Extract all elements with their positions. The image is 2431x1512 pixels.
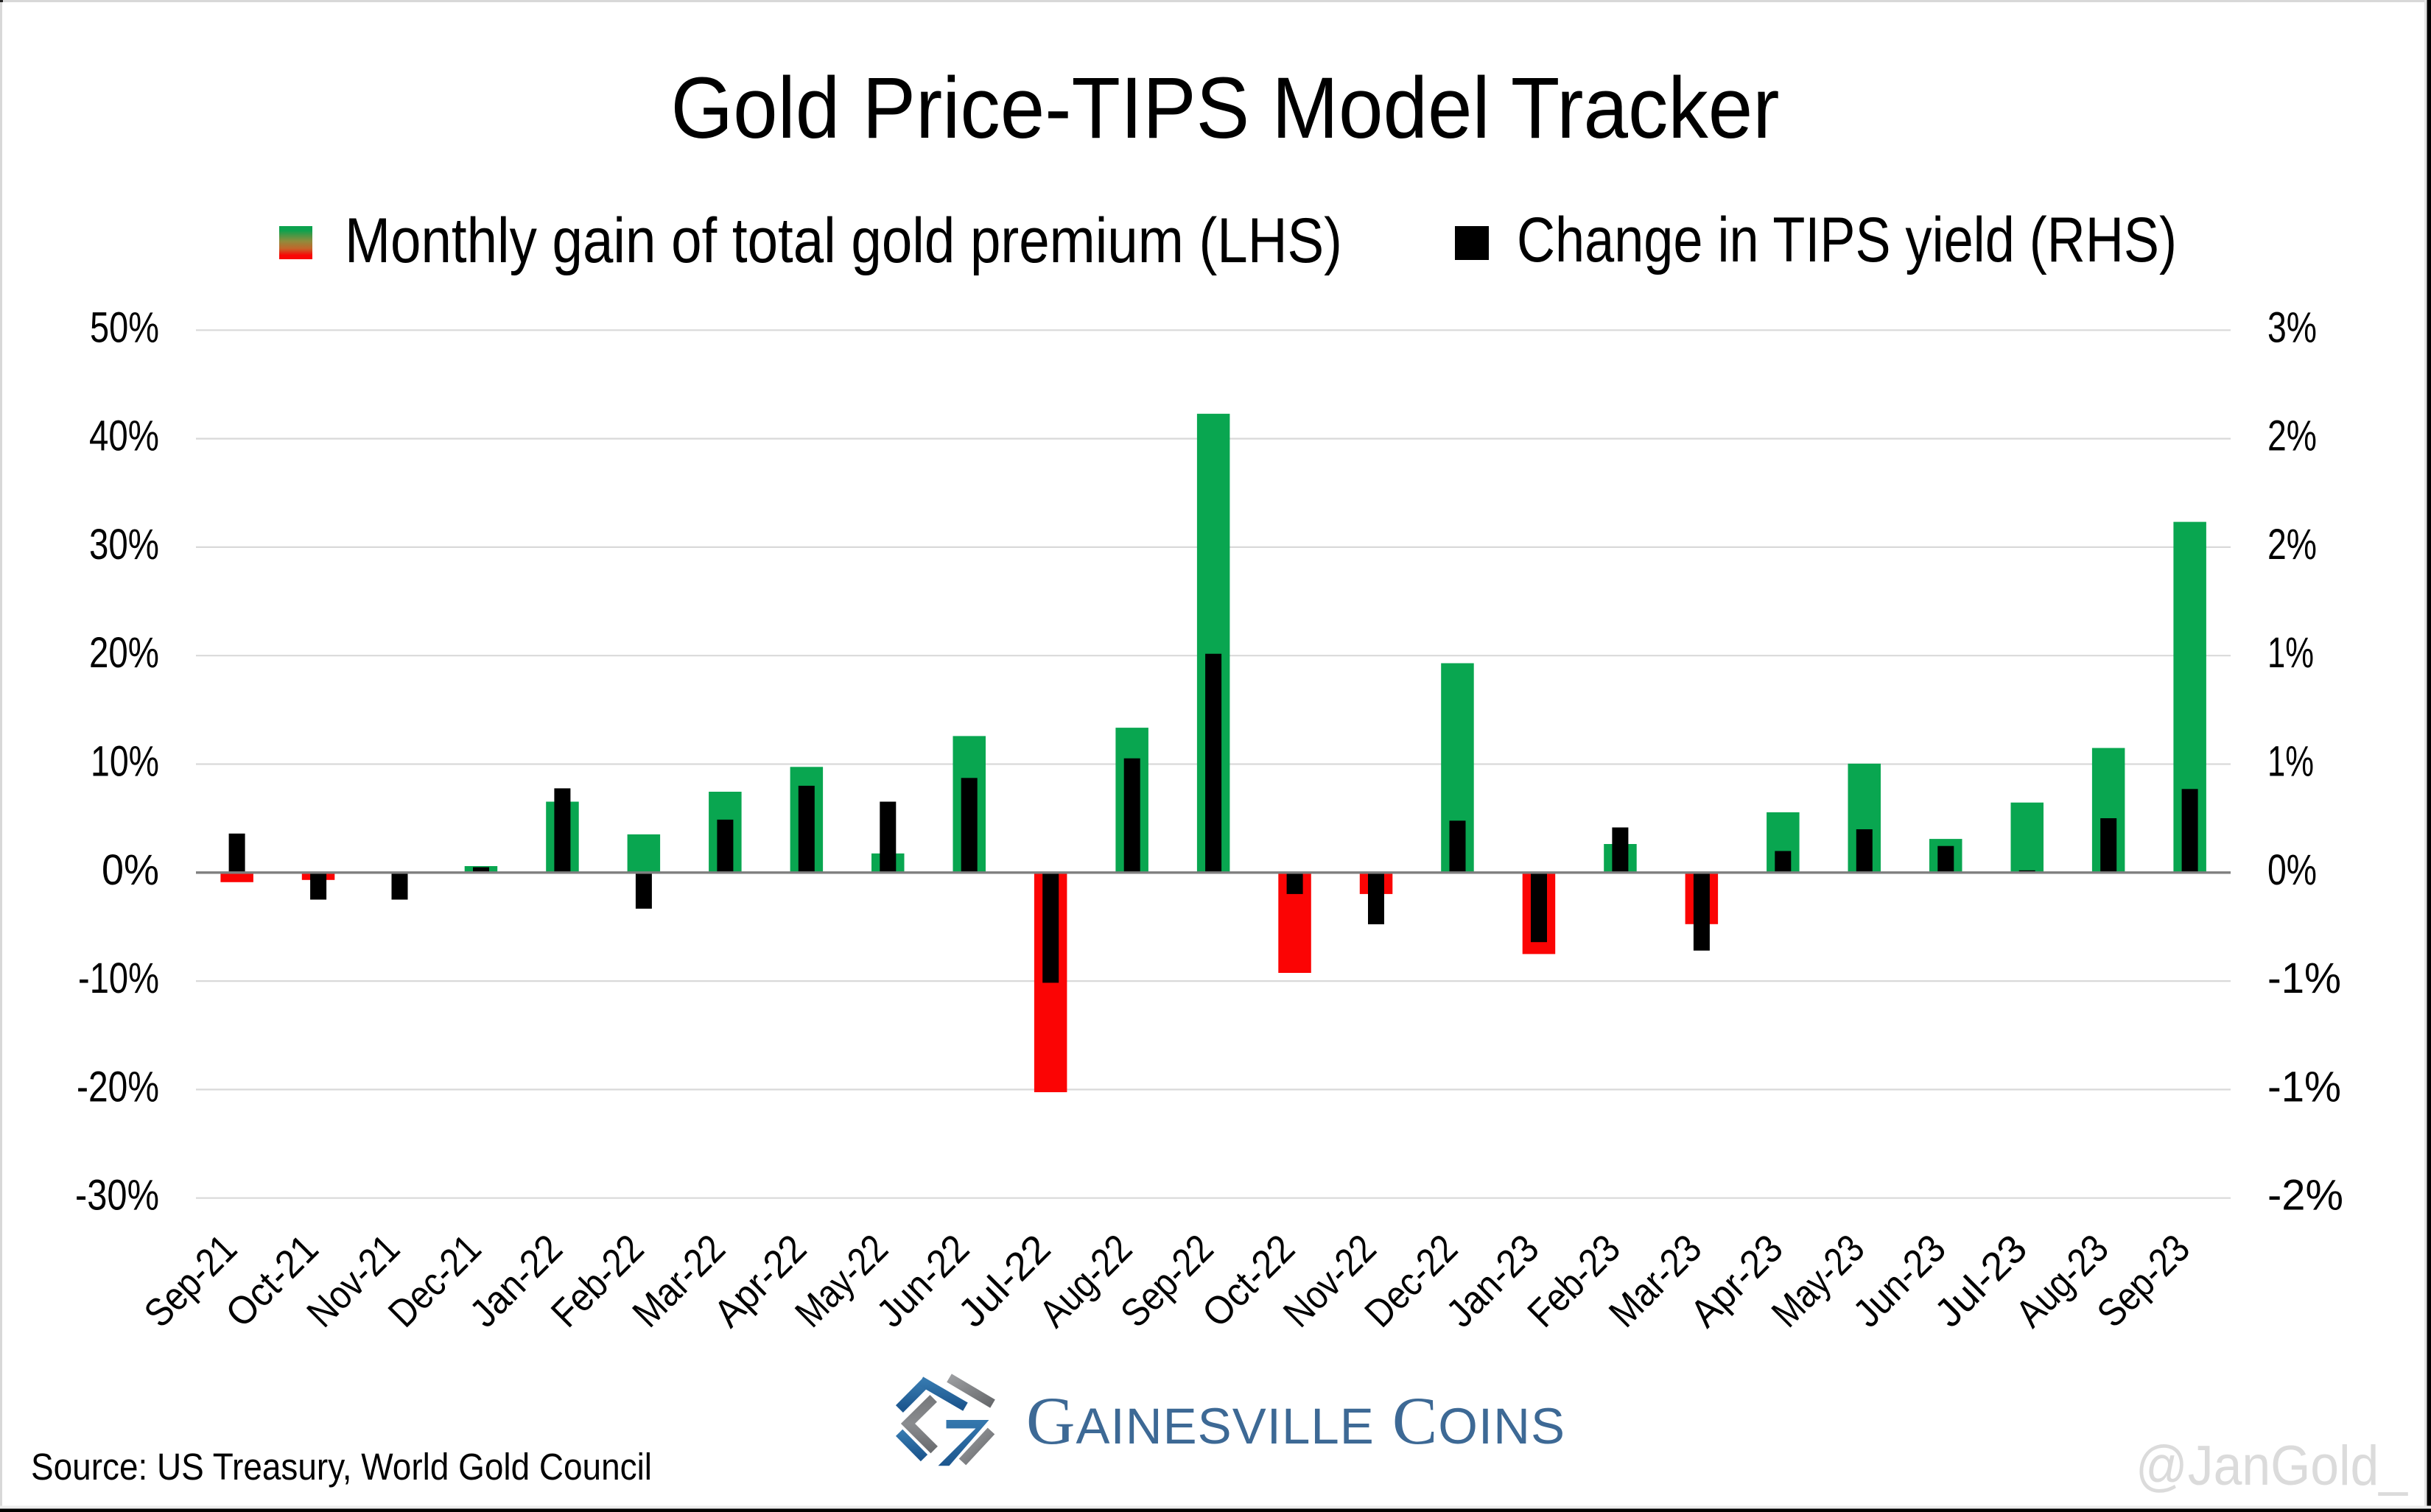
svg-text:-20%: -20% bbox=[77, 1063, 159, 1111]
svg-text:-2%: -2% bbox=[2267, 1172, 2343, 1220]
svg-text:@JanGold_: @JanGold_ bbox=[2136, 1435, 2409, 1497]
svg-text:-1%: -1% bbox=[2267, 1063, 2341, 1111]
svg-text:0%: 0% bbox=[2267, 846, 2317, 894]
svg-text:30%: 30% bbox=[89, 521, 159, 569]
svg-text:-10%: -10% bbox=[78, 954, 159, 1002]
svg-text:20%: 20% bbox=[89, 629, 159, 677]
svg-text:50%: 50% bbox=[90, 303, 159, 351]
svg-text:-30%: -30% bbox=[75, 1172, 159, 1220]
svg-text:3%: 3% bbox=[2267, 303, 2317, 351]
svg-text:0%: 0% bbox=[102, 846, 159, 894]
svg-text:GAINESVILLE COINS: GAINESVILLE COINS bbox=[1026, 1383, 1565, 1458]
svg-text:2%: 2% bbox=[2267, 412, 2317, 460]
svg-text:Source: US Treasury, World Gol: Source: US Treasury, World Gold Council bbox=[31, 1446, 652, 1488]
svg-text:Gold Price-TIPS Model Tracker: Gold Price-TIPS Model Tracker bbox=[671, 60, 1780, 157]
svg-text:10%: 10% bbox=[91, 738, 159, 786]
svg-text:2%: 2% bbox=[2267, 521, 2317, 569]
svg-text:-1%: -1% bbox=[2267, 954, 2341, 1002]
svg-text:40%: 40% bbox=[89, 412, 159, 460]
svg-text:1%: 1% bbox=[2267, 738, 2314, 786]
svg-text:1%: 1% bbox=[2267, 629, 2314, 677]
svg-text:Change in TIPS yield (RHS): Change in TIPS yield (RHS) bbox=[1517, 205, 2177, 275]
svg-text:Monthly gain of total gold pre: Monthly gain of total gold premium (LHS) bbox=[345, 205, 1342, 276]
